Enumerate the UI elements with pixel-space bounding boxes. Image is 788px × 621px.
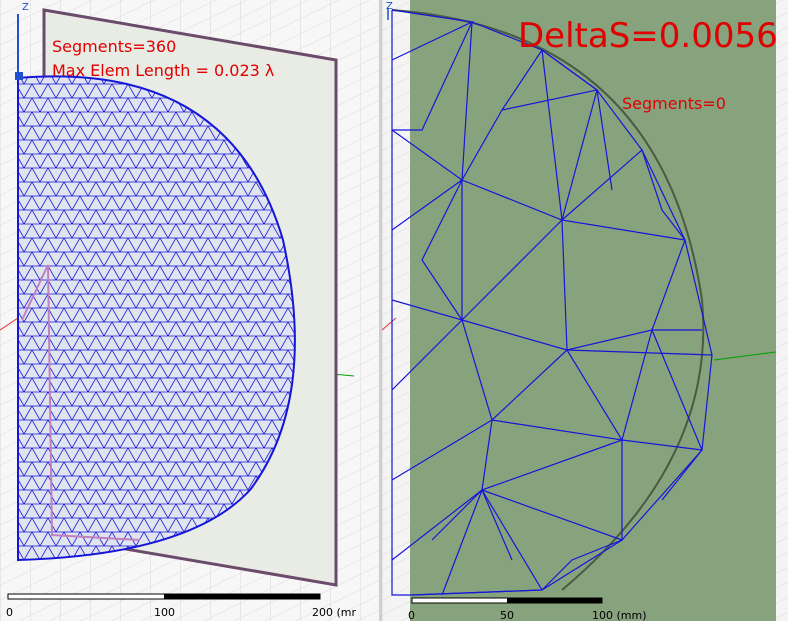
right-viewport[interactable]: Z DeltaS=0.0056 Segments=0 0 50 100 (mm) (382, 0, 788, 621)
ruler-tick-1: 50 (500, 609, 514, 621)
scale-ruler (7, 593, 321, 600)
ruler-tick-2: 200 (mr (312, 606, 357, 619)
x-axis-line (382, 317, 397, 331)
ground-plane (410, 0, 776, 621)
segments-label: Segments=360 (52, 37, 177, 56)
delta-s-label: DeltaS=0.0056 (518, 16, 778, 56)
ruler-tick-0: 0 (408, 609, 415, 621)
ruler-tick-1: 100 (154, 606, 175, 619)
coarse-mesh (391, 9, 713, 596)
ruler-tick-2: 100 (mm) (592, 609, 647, 621)
disc-outline (17, 75, 296, 562)
true-arc (391, 9, 705, 591)
right-scene (382, 0, 788, 621)
viewport-divider[interactable] (379, 0, 382, 621)
left-scene (0, 0, 380, 621)
origin-marker (15, 72, 23, 80)
z-axis-label: Z (22, 2, 29, 13)
scale-ruler (411, 597, 603, 604)
left-viewport[interactable]: Z Segments=360 Max Elem Length = 0.023 λ… (0, 0, 380, 621)
y-axis-line (713, 351, 777, 361)
ruler-tick-0: 0 (6, 606, 13, 619)
z-axis-label: Z (386, 1, 393, 12)
max-element-length-label: Max Elem Length = 0.023 λ (52, 61, 275, 80)
segments-label: Segments=0 (622, 94, 726, 113)
feed-line (21, 264, 141, 541)
